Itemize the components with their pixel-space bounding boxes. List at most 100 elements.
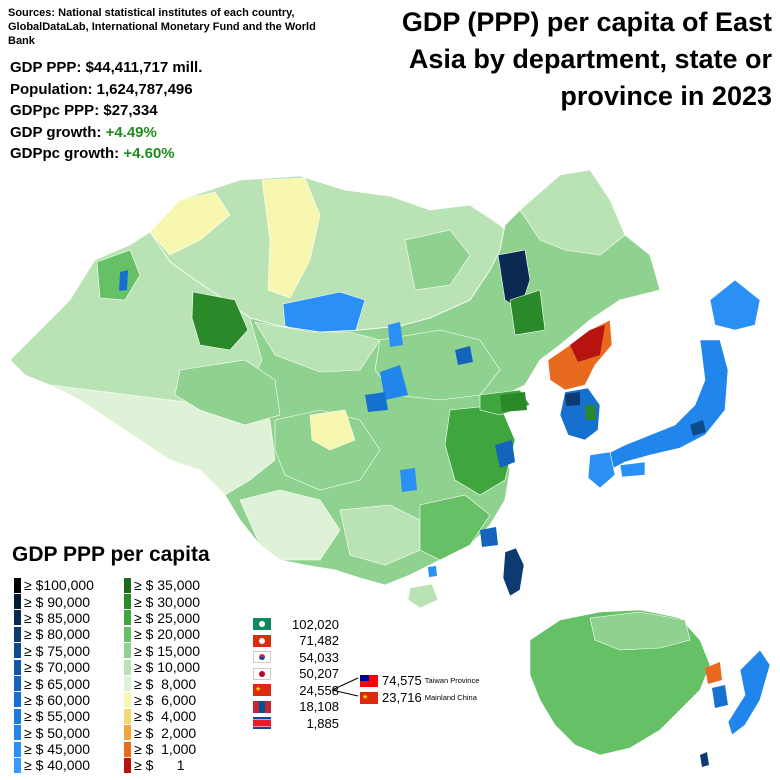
legend-label: ≥ $ 25,000 — [134, 609, 201, 626]
legend-item: ≥ $ 75,000 — [14, 643, 94, 659]
legend-swatch — [124, 594, 131, 610]
inset-mongolia — [589, 611, 691, 651]
legend-label: ≥ $ 4,000 — [134, 708, 197, 725]
legend-item: ≥ $100,000 — [14, 577, 94, 593]
heilongjiang-region — [519, 169, 626, 256]
inset-japan — [727, 649, 771, 736]
gdppc-growth-label: GDPpc growth: — [10, 145, 120, 162]
population-value: 1,624,787,496 — [96, 80, 193, 98]
legend-label: ≥ $ 15,000 — [134, 642, 201, 659]
country-row: ★ 24,558 — [253, 682, 339, 699]
legend-swatch — [14, 643, 21, 659]
inset-north-korea — [705, 662, 722, 684]
legend-swatch — [124, 610, 131, 626]
legend-item: ≥ $ 45,000 — [14, 741, 94, 757]
legend-item: ≥ $ 70,000 — [14, 659, 94, 675]
tokyo-region — [690, 420, 706, 436]
country-row: 102,020 — [253, 616, 339, 633]
xinjiang-blue — [119, 270, 128, 291]
qinghai-region — [174, 359, 281, 426]
split-name: Mainland China — [424, 693, 477, 702]
legend-label: ≥ $ 60,000 — [24, 691, 91, 708]
legend-item: ≥ $ 1 — [124, 757, 200, 773]
legend-item: ≥ $ 60,000 — [14, 692, 94, 708]
japan-flag-icon — [253, 667, 271, 680]
china-flag-icon: ★ — [360, 691, 378, 704]
legend-item: ≥ $ 35,000 — [124, 577, 200, 593]
legend-item: ≥ $ 80,000 — [14, 626, 94, 642]
legend-label: ≥ $ 1 — [134, 757, 185, 774]
gdp-growth-stat: GDP growth: +4.49% — [10, 122, 202, 144]
hokkaido — [709, 279, 761, 331]
legend-label: ≥ $ 50,000 — [24, 724, 91, 741]
legend-label: ≥ $ 70,000 — [24, 659, 91, 676]
legend-swatch — [124, 577, 131, 593]
legend-label: ≥ $ 40,000 — [24, 757, 91, 774]
country-value: 1,885 — [306, 715, 339, 731]
hainan-island — [407, 583, 439, 609]
legend-label: ≥ $ 90,000 — [24, 593, 91, 610]
inset-taiwan — [700, 752, 709, 767]
central-yellow — [309, 409, 356, 451]
country-value: 50,207 — [299, 666, 339, 682]
beijing-region — [455, 346, 473, 365]
legend-title: GDP PPP per capita — [12, 543, 210, 566]
legend-swatch — [124, 757, 131, 773]
legend-swatch — [14, 741, 21, 757]
inner-blue-1 — [388, 322, 403, 347]
legend-swatch — [14, 610, 21, 626]
legend-label: ≥ $ 75,000 — [24, 642, 91, 659]
legend-item: ≥ $ 55,000 — [14, 708, 94, 724]
shanghai-region — [495, 440, 515, 468]
country-row: 1,885 — [253, 715, 339, 732]
country-value: 24,558 — [299, 682, 339, 698]
china-flag-icon: ★ — [253, 684, 271, 697]
gdppc-label: GDPpc PPP: — [10, 102, 100, 119]
country-value: 18,108 — [299, 699, 339, 715]
map-title: GDP (PPP) per capita of East Asia by dep… — [401, 7, 772, 111]
legend-swatch — [124, 692, 131, 708]
legend-item: ≥ $ 1,000 — [124, 741, 200, 757]
north-korea-red — [570, 325, 605, 362]
split-row: ★ 23,716 Mainland China — [360, 689, 479, 706]
gdp-label: GDP PPP: — [10, 59, 82, 76]
taiwan-island — [502, 547, 525, 597]
xinjiang-north-green — [96, 249, 141, 301]
ordos-region — [380, 365, 408, 400]
central-blue-2 — [365, 392, 388, 412]
legend-label: ≥ $ 2,000 — [134, 724, 197, 741]
country-value: 54,033 — [299, 649, 339, 665]
gdp-growth-label: GDP growth: — [10, 123, 102, 141]
legend-item: ≥ $ 4,000 — [124, 708, 200, 724]
gdp-value: $44,411,717 mill. — [85, 59, 203, 76]
legend-swatch — [14, 626, 21, 642]
legend-swatch — [124, 659, 131, 675]
legend-label: ≥ $ 65,000 — [24, 675, 91, 692]
legend-label: ≥ $ 8,000 — [134, 675, 197, 692]
legend-label: ≥ $ 30,000 — [134, 593, 201, 610]
population-label: Population: — [10, 80, 93, 98]
sk-green — [585, 405, 596, 420]
country-value: 71,482 — [299, 633, 339, 649]
yunnan-region — [239, 489, 341, 561]
legend-item: ≥ $ 85,000 — [14, 610, 94, 626]
legend-swatch — [14, 594, 21, 610]
legend-swatch — [14, 757, 21, 773]
legend-swatch — [14, 725, 21, 741]
legend-item: ≥ $ 8,000 — [124, 675, 200, 692]
china-split-values: 74,575 Taiwan Province ★ 23,716 Mainland Chi… — [360, 672, 479, 706]
legend-swatch — [124, 626, 131, 642]
legend-item: ≥ $ 15,000 — [124, 643, 200, 659]
legend-label: ≥ $ 20,000 — [134, 626, 201, 643]
country-row: 54,033 — [253, 649, 339, 666]
legend-label: ≥ $ 55,000 — [24, 708, 91, 725]
hainan-small-blue — [428, 566, 437, 577]
inner-mongolia-west — [254, 321, 381, 373]
taiwan-flag-icon — [360, 674, 378, 687]
split-value: 74,575 — [382, 673, 422, 688]
mongolia-central-light — [261, 177, 321, 299]
kyushu — [587, 451, 616, 489]
legend-item: ≥ $ 2,000 — [124, 725, 200, 741]
seoul-region — [565, 392, 580, 406]
legend-label: ≥ $ 45,000 — [24, 741, 91, 758]
